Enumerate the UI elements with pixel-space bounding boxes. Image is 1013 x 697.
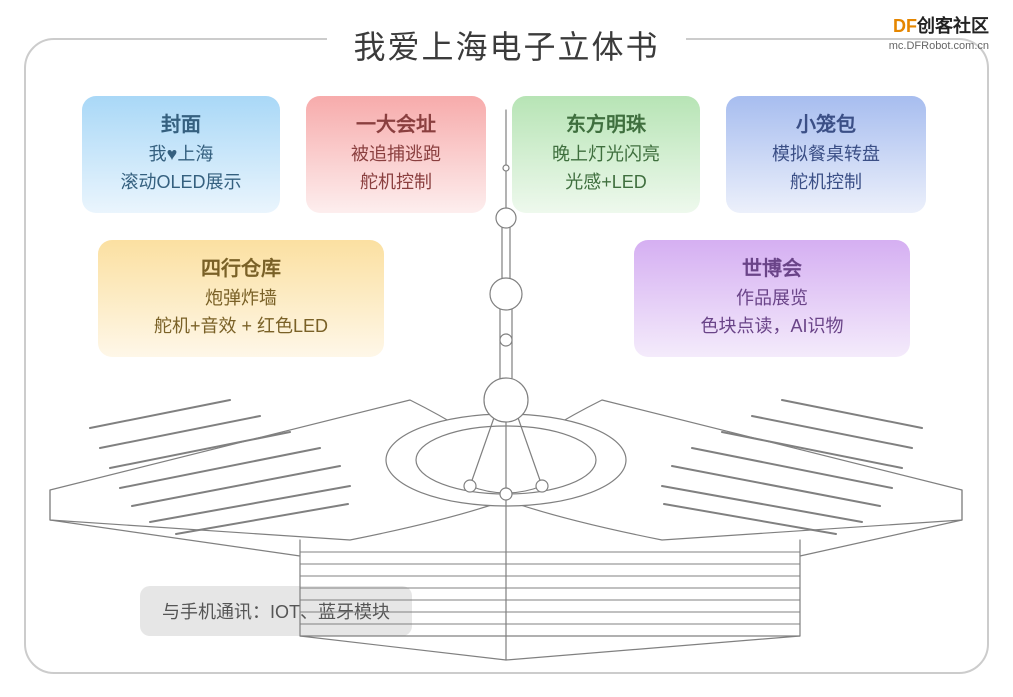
card-site: 一大会址 被追捕逃跑 舵机控制 xyxy=(306,96,486,213)
card-expo: 世博会 作品展览 色块点读，AI识物 xyxy=(634,240,910,357)
card-pearl-title: 东方明珠 xyxy=(520,110,692,141)
card-pearl: 东方明珠 晚上灯光闪亮 光感+LED xyxy=(512,96,700,213)
card-expo-title: 世博会 xyxy=(642,254,902,285)
card-xiaolong-line1: 模拟餐桌转盘 xyxy=(734,141,918,169)
watermark-url: mc.DFRobot.com.cn xyxy=(889,40,989,52)
card-communication-label: 与手机通讯：IOT、蓝牙模块 xyxy=(162,602,390,622)
card-site-title: 一大会址 xyxy=(314,110,478,141)
watermark: DF创客社区 mc.DFRobot.com.cn xyxy=(889,12,989,52)
card-cover-title: 封面 xyxy=(90,110,272,141)
card-cover-line1: 我♥上海 xyxy=(90,141,272,169)
card-xiaolong-title: 小笼包 xyxy=(734,110,918,141)
card-cover-line2: 滚动OLED展示 xyxy=(90,169,272,197)
card-sihang-line2: 舵机+音效 + 红色LED xyxy=(106,313,376,341)
card-pearl-line1: 晚上灯光闪亮 xyxy=(520,141,692,169)
card-site-line1: 被追捕逃跑 xyxy=(314,141,478,169)
watermark-brand-prefix: DF xyxy=(893,16,917,36)
card-xiaolong: 小笼包 模拟餐桌转盘 舵机控制 xyxy=(726,96,926,213)
card-xiaolong-line2: 舵机控制 xyxy=(734,169,918,197)
card-site-line2: 舵机控制 xyxy=(314,169,478,197)
card-sihang-line1: 炮弹炸墙 xyxy=(106,285,376,313)
card-cover: 封面 我♥上海 滚动OLED展示 xyxy=(82,96,280,213)
card-expo-line1: 作品展览 xyxy=(642,285,902,313)
watermark-brand-suffix: 创客社区 xyxy=(917,16,989,36)
card-communication: 与手机通讯：IOT、蓝牙模块 xyxy=(140,586,412,636)
page-title: 我爱上海电子立体书 xyxy=(327,22,685,68)
card-sihang: 四行仓库 炮弹炸墙 舵机+音效 + 红色LED xyxy=(98,240,384,357)
title-container: 我爱上海电子立体书 xyxy=(0,22,1013,68)
card-pearl-line2: 光感+LED xyxy=(520,169,692,197)
card-expo-line2: 色块点读，AI识物 xyxy=(642,313,902,341)
card-sihang-title: 四行仓库 xyxy=(106,254,376,285)
